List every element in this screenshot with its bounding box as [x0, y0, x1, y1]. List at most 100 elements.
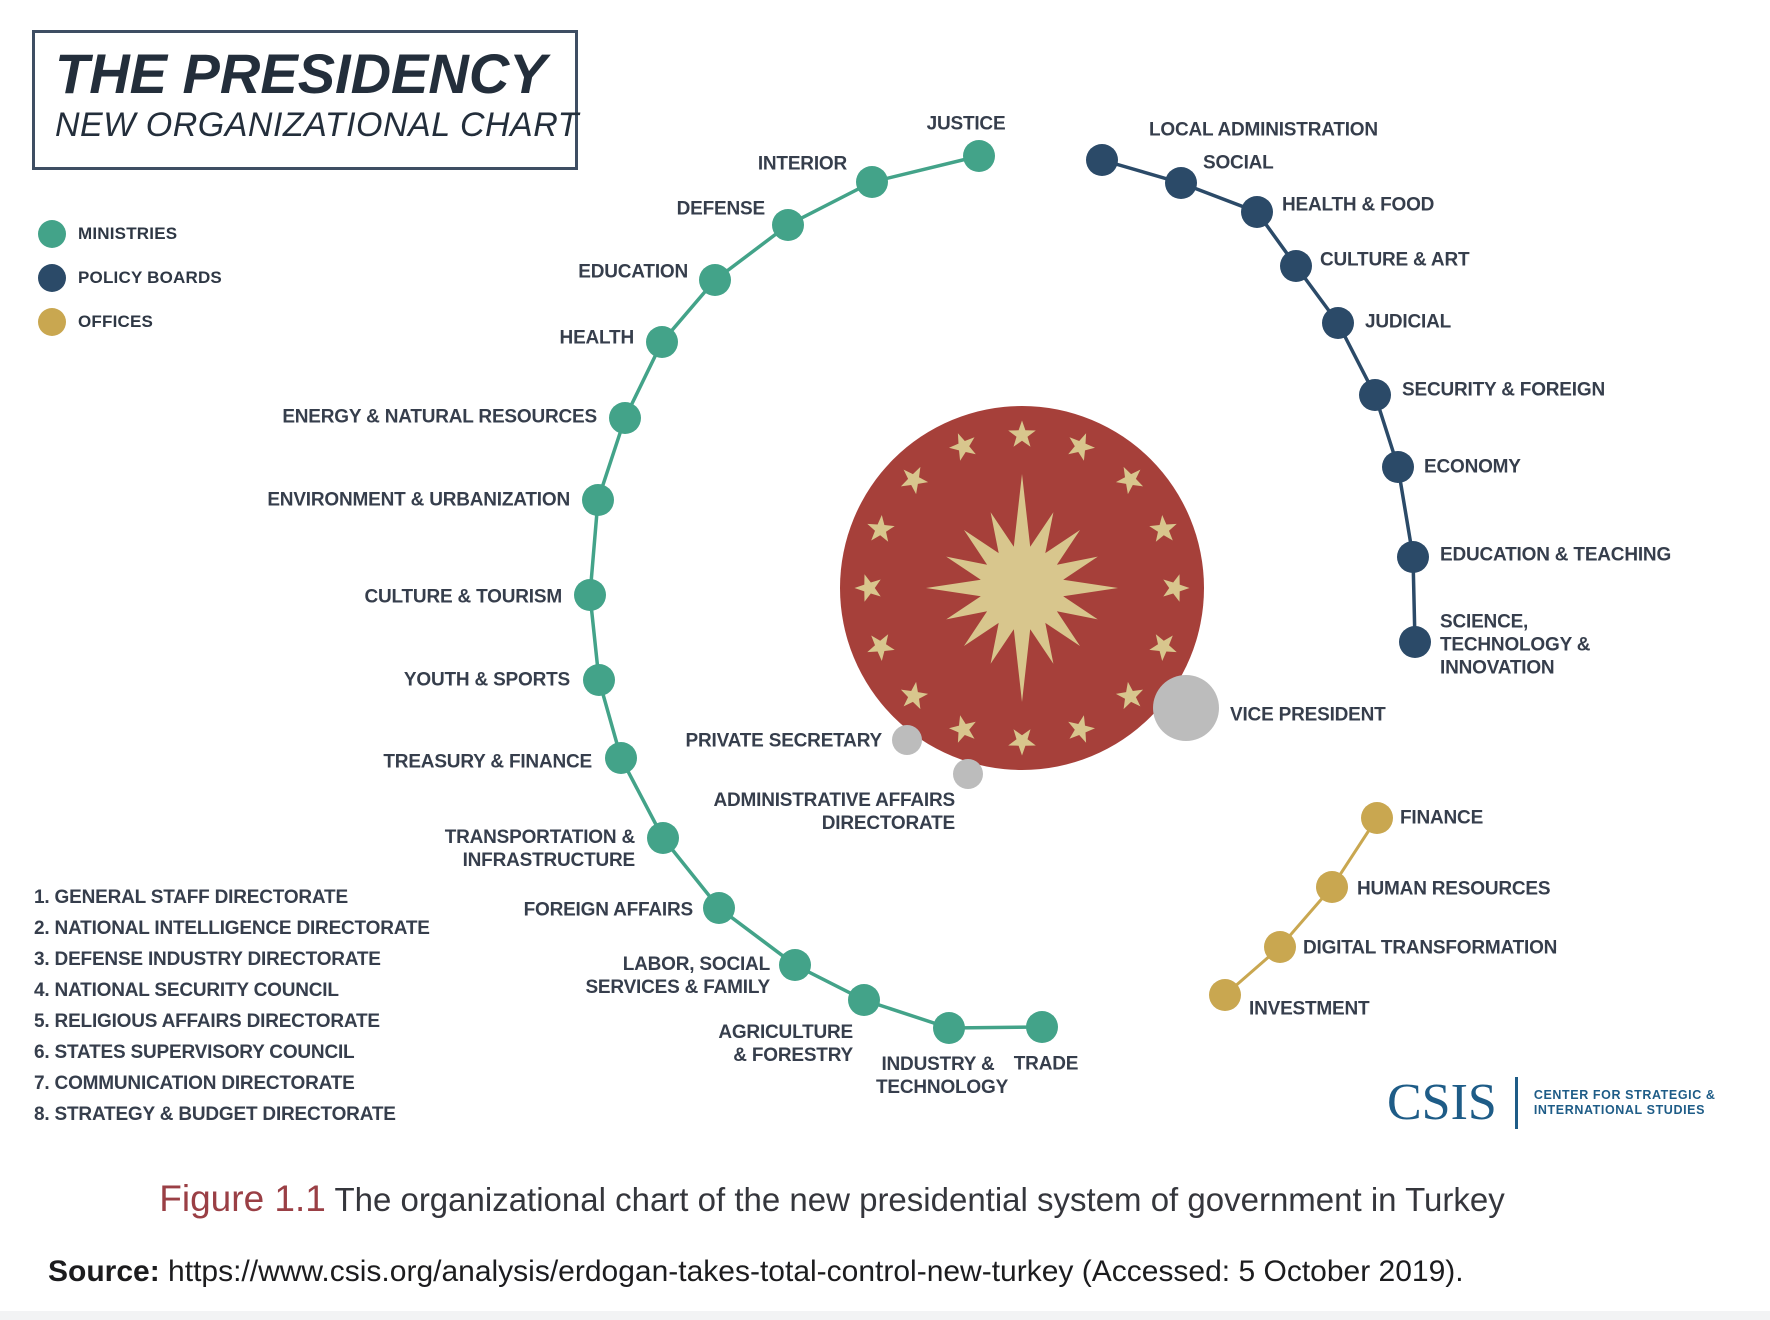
item-label: NATIONAL SECURITY COUNCIL: [54, 980, 339, 1001]
ministry-node-dot: [647, 822, 679, 854]
small-star-icon: [867, 515, 895, 542]
policy-board-label: SECURITY & FOREIGN: [1402, 379, 1605, 401]
policy-board-node-dot: [1241, 196, 1273, 228]
small-star-icon: [949, 715, 976, 743]
policy-board-label: EDUCATION & TEACHING: [1440, 544, 1672, 566]
list-item: 7. COMMUNICATION DIRECTORATE: [34, 1068, 430, 1099]
figure-number: Figure 1.1: [159, 1178, 326, 1219]
ministry-node-dot: [772, 209, 804, 241]
item-label: STATES SUPERVISORY COUNCIL: [54, 1042, 355, 1063]
ministry-label: TRANSPORTATION & INFRASTRUCTURE: [444, 827, 636, 871]
small-star-icon: [1115, 681, 1144, 710]
ministry-label: TRADE: [1013, 1053, 1079, 1075]
page-subtitle: NEW ORGANIZATIONAL CHART: [55, 106, 579, 144]
directorates-list: 1. GENERAL STAFF DIRECTORATE 2. NATIONAL…: [34, 882, 430, 1130]
office-node-dot: [1264, 931, 1296, 963]
ministry-node-dot: [609, 402, 641, 434]
figure-caption: Figure 1.1 The organizational chart of t…: [0, 1176, 1664, 1223]
ministry-label: FOREIGN AFFAIRS: [523, 899, 694, 921]
item-number: 6.: [34, 1042, 50, 1063]
small-star-icon: [1068, 433, 1095, 461]
ministry-node-dot: [856, 166, 888, 198]
ministry-label: CULTURE & TOURISM: [364, 586, 562, 608]
ministry-node-dot: [848, 984, 880, 1016]
csis-logo-divider: [1514, 1077, 1518, 1129]
ministry-node-dot: [574, 579, 606, 611]
item-number: 1.: [34, 887, 50, 908]
office-label: HUMAN RESOURCES: [1357, 878, 1551, 900]
ministry-node-dot: [703, 892, 735, 924]
ministry-node-dot: [933, 1012, 965, 1044]
ministry-node-dot: [646, 326, 678, 358]
ministry-label: AGRICULTURE & FORESTRY: [718, 1022, 853, 1066]
small-star-icon: [1163, 574, 1190, 602]
office-node-dot: [1209, 979, 1241, 1011]
ministry-label: HEALTH: [559, 327, 635, 349]
small-star-icon: [867, 634, 895, 661]
policy-board-node-dot: [1397, 541, 1429, 573]
ministries-color-dot: [38, 220, 66, 248]
ministry-label: ENERGY & NATURAL RESOURCES: [282, 406, 597, 428]
ministry-node-dot: [605, 742, 637, 774]
policy-board-label: SOCIAL: [1203, 152, 1274, 174]
source-text: https://www.csis.org/analysis/erdogan-ta…: [168, 1255, 1464, 1288]
legend-item-policy-boards: POLICY BOARDS: [38, 256, 222, 300]
ministry-label: YOUTH & SPORTS: [403, 669, 570, 691]
small-star-icon: [900, 466, 929, 495]
small-star-icon: [854, 574, 881, 602]
csis-tagline: CENTER FOR STRATEGIC & INTERNATIONAL STU…: [1534, 1088, 1716, 1118]
small-star-icon: [1068, 715, 1095, 743]
policy-board-node-dot: [1399, 626, 1431, 658]
legend-label: POLICY BOARDS: [78, 268, 222, 287]
small-star-icon: [1149, 634, 1177, 661]
item-number: 4.: [34, 980, 50, 1001]
executive-node-dot: [1153, 675, 1219, 741]
offices-color-dot: [38, 308, 66, 336]
page-edge: [0, 1311, 1770, 1320]
office-label: INVESTMENT: [1249, 998, 1370, 1020]
ministry-node-dot: [583, 664, 615, 696]
policy-boards-color-dot: [38, 264, 66, 292]
policy-board-node-dot: [1165, 167, 1197, 199]
list-item: 8. STRATEGY & BUDGET DIRECTORATE: [34, 1099, 430, 1130]
ministry-label: INDUSTRY & TECHNOLOGY: [876, 1054, 1009, 1098]
policy-board-label: CULTURE & ART: [1320, 249, 1470, 271]
office-arc-line: [1224, 817, 1379, 997]
item-label: DEFENSE INDUSTRY DIRECTORATE: [54, 949, 381, 970]
legend-item-ministries: MINISTRIES: [38, 212, 222, 256]
small-star-icon: [949, 433, 976, 461]
list-item: 4. NATIONAL SECURITY COUNCIL: [34, 975, 430, 1006]
csis-tagline-line2: INTERNATIONAL STUDIES: [1533, 1103, 1706, 1117]
small-star-icon: [1115, 466, 1144, 495]
source-line: Source: https://www.csis.org/analysis/er…: [48, 1253, 1464, 1291]
ministry-node-dot: [963, 140, 995, 172]
executive-node-dot: [892, 725, 922, 755]
small-star-icon: [900, 681, 929, 710]
small-star-icon: [1008, 729, 1036, 756]
policy-board-label: LOCAL ADMINISTRATION: [1149, 119, 1378, 141]
ministry-label: EDUCATION: [578, 261, 688, 283]
policy-board-node-dot: [1382, 451, 1414, 483]
list-item: 3. DEFENSE INDUSTRY DIRECTORATE: [34, 944, 430, 975]
executive-label: PRIVATE SECRETARY: [685, 730, 883, 752]
policy-board-label: ECONOMY: [1424, 456, 1521, 478]
page-title: THE PRESIDENCY: [55, 42, 547, 105]
legend: MINISTRIES POLICY BOARDS OFFICES: [38, 212, 222, 344]
legend-item-offices: OFFICES: [38, 300, 222, 344]
policy-board-node-dot: [1359, 379, 1391, 411]
policy-board-node-dot: [1280, 250, 1312, 282]
item-label: COMMUNICATION DIRECTORATE: [54, 1073, 355, 1094]
figure-caption-text: The organizational chart of the new pres…: [334, 1181, 1505, 1218]
ministry-label: JUSTICE: [926, 113, 1006, 135]
source-label: Source:: [48, 1255, 160, 1288]
legend-label: MINISTRIES: [78, 224, 178, 243]
title-box: THE PRESIDENCY NEW ORGANIZATIONAL CHART: [32, 30, 578, 170]
item-number: 7.: [34, 1073, 50, 1094]
item-label: GENERAL STAFF DIRECTORATE: [54, 887, 349, 908]
item-number: 3.: [34, 949, 50, 970]
list-item: 2. NATIONAL INTELLIGENCE DIRECTORATE: [34, 913, 430, 944]
ministry-label: DEFENSE: [676, 198, 766, 220]
executive-label: VICE PRESIDENT: [1230, 704, 1386, 726]
